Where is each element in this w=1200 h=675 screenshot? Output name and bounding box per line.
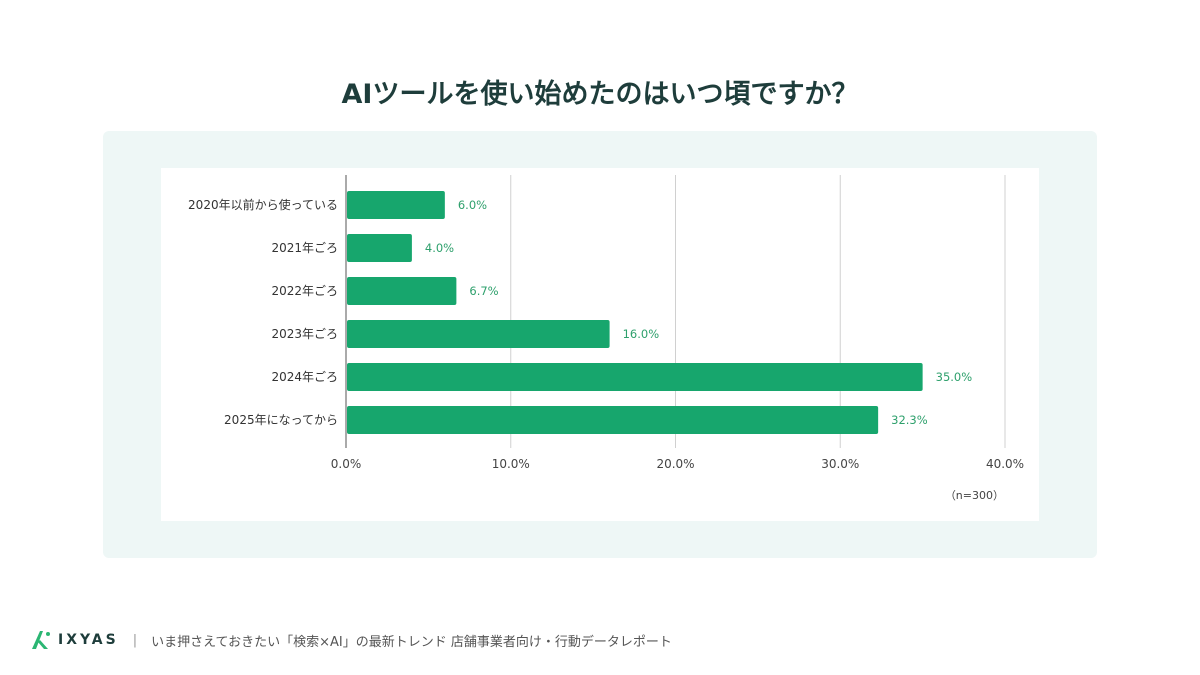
category-label: 2020年以前から使っている — [188, 197, 338, 212]
category-label: 2024年ごろ — [271, 369, 338, 384]
x-tick-label: 40.0% — [986, 457, 1024, 471]
sample-size-note: （n=300） — [945, 489, 1004, 502]
category-label: 2025年になってから — [224, 413, 338, 427]
data-label: 35.0% — [936, 370, 973, 384]
category-label: 2023年ごろ — [271, 326, 338, 341]
data-label: 6.7% — [469, 284, 498, 298]
bar — [347, 406, 879, 434]
footer: IXYAS | いま押さえておきたい「検索×AI」の最新トレンド 店舗事業者向け… — [30, 630, 672, 650]
page-title: AIツールを使い始めたのはいつ頃ですか？ — [341, 79, 859, 110]
data-label: 16.0% — [623, 327, 660, 341]
x-tick-label: 10.0% — [492, 457, 530, 471]
data-label: 4.0% — [425, 241, 454, 255]
bar — [347, 277, 457, 305]
bar — [347, 191, 445, 219]
category-label: 2022年ごろ — [271, 283, 338, 298]
data-label: 6.0% — [458, 198, 487, 212]
bar — [347, 320, 610, 348]
logo-mark-icon — [32, 631, 50, 649]
ixyas-logo: IXYAS — [30, 630, 119, 650]
data-label: 32.3% — [891, 413, 928, 427]
footer-separator: | — [132, 632, 138, 648]
x-tick-label: 30.0% — [821, 457, 859, 471]
bar — [347, 363, 923, 391]
x-tick-label: 20.0% — [656, 457, 694, 471]
category-label: 2021年ごろ — [271, 240, 338, 255]
bar — [347, 234, 412, 262]
x-tick-label: 0.0% — [331, 457, 362, 471]
footer-text: いま押さえておきたい「検索×AI」の最新トレンド 店舗事業者向け・行動データレポ… — [151, 634, 672, 650]
logo-text: IXYAS — [58, 632, 119, 648]
